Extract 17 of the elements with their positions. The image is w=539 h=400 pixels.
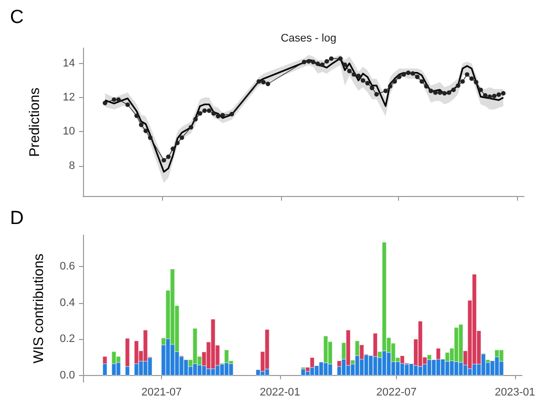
- y-tick-label: 0.6: [60, 260, 75, 273]
- chart-title: Cases - log: [280, 32, 336, 44]
- x-tick-label: 2023-01: [494, 386, 536, 398]
- y-axis-title: WIS contributions: [30, 254, 46, 364]
- y-axis-title: Predictions: [26, 88, 42, 157]
- y-tick-label: 10: [62, 126, 75, 138]
- x-tick-label: 2022-01: [260, 386, 300, 398]
- y-tick-label: 12: [62, 92, 75, 104]
- y-tick-label: 0.2: [60, 333, 75, 346]
- x-tick-label: 2021-07: [141, 386, 182, 398]
- x-tick-label: 2022-07: [376, 386, 417, 398]
- y-tick-label: 14: [62, 57, 75, 70]
- text: D: [10, 208, 24, 229]
- y-tick-label: 8: [68, 160, 75, 172]
- y-tick-label: 0.4: [60, 296, 75, 309]
- y-tick-label: 0.0: [60, 369, 75, 382]
- text: C: [10, 7, 24, 28]
